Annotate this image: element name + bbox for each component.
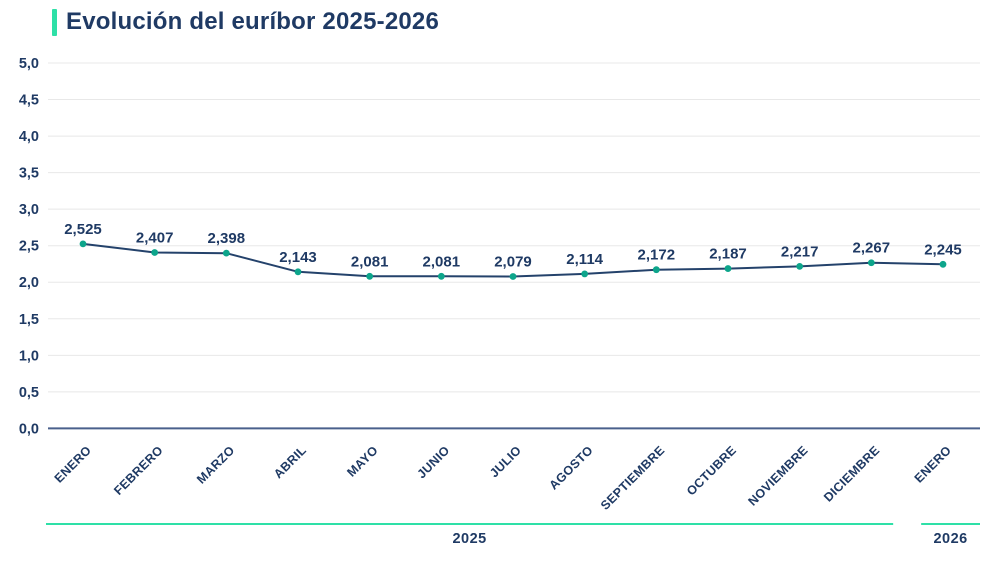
- month-label: MAYO: [344, 443, 380, 479]
- chart-title: Evolución del euríbor 2025-2026: [66, 8, 440, 36]
- data-point-label: 2,143: [279, 249, 317, 266]
- y-tick-label: 0,0: [19, 421, 39, 437]
- month-label: JUNIO: [414, 443, 452, 481]
- data-point-label: 2,525: [64, 221, 102, 238]
- data-point: [652, 266, 660, 274]
- y-tick-label: 1,0: [19, 348, 39, 364]
- data-point-label: 2,114: [566, 251, 603, 268]
- data-point-label: 2,081: [351, 253, 389, 270]
- month-label: ABRIL: [271, 443, 309, 481]
- data-point-label: 2,245: [924, 241, 962, 258]
- data-point: [222, 249, 230, 257]
- data-point-label: 2,267: [853, 240, 891, 257]
- month-label: JULIO: [487, 443, 524, 480]
- data-point-label: 2,407: [136, 229, 174, 246]
- data-point: [581, 270, 589, 278]
- month-label: AGOSTO: [546, 443, 595, 492]
- y-tick-label: 4,0: [19, 129, 39, 145]
- data-point-label: 2,217: [781, 243, 819, 260]
- data-point: [366, 272, 374, 280]
- y-tick-label: 1,5: [19, 312, 39, 328]
- data-point: [867, 259, 875, 267]
- data-point-label: 2,172: [638, 247, 676, 264]
- year-group-label: 2025: [452, 531, 486, 547]
- y-tick-label: 5,0: [19, 56, 39, 72]
- month-label: DICIEMBRE: [821, 443, 882, 504]
- data-point: [509, 273, 517, 280]
- month-label: NOVIEMBRE: [745, 443, 810, 508]
- y-tick-label: 2,0: [19, 275, 39, 291]
- data-point: [724, 265, 732, 272]
- month-label: ENERO: [912, 443, 954, 485]
- title-accent-bar: [52, 9, 57, 36]
- y-tick-label: 0,5: [19, 385, 39, 401]
- data-point: [437, 272, 445, 280]
- data-point-label: 2,079: [494, 253, 532, 270]
- y-tick-label: 3,5: [19, 166, 39, 182]
- data-point: [151, 249, 159, 256]
- data-point: [939, 260, 947, 268]
- month-label: ENERO: [52, 443, 94, 485]
- month-label: FEBRERO: [111, 443, 166, 498]
- data-point: [294, 268, 302, 276]
- month-label: MARZO: [194, 443, 237, 486]
- month-label: SEPTIEMBRE: [598, 443, 667, 512]
- data-point-label: 2,081: [423, 253, 461, 270]
- year-group-label: 2026: [933, 531, 967, 547]
- data-point: [79, 240, 87, 248]
- y-tick-label: 2,5: [19, 239, 39, 255]
- data-point-label: 2,187: [709, 246, 747, 263]
- data-point: [796, 262, 804, 270]
- y-tick-label: 4,5: [19, 93, 39, 109]
- y-tick-label: 3,0: [19, 202, 39, 218]
- month-label: OCTUBRE: [684, 443, 739, 498]
- chart-header: Evolución del euríbor 2025-2026: [52, 8, 440, 36]
- data-point-label: 2,398: [208, 230, 246, 247]
